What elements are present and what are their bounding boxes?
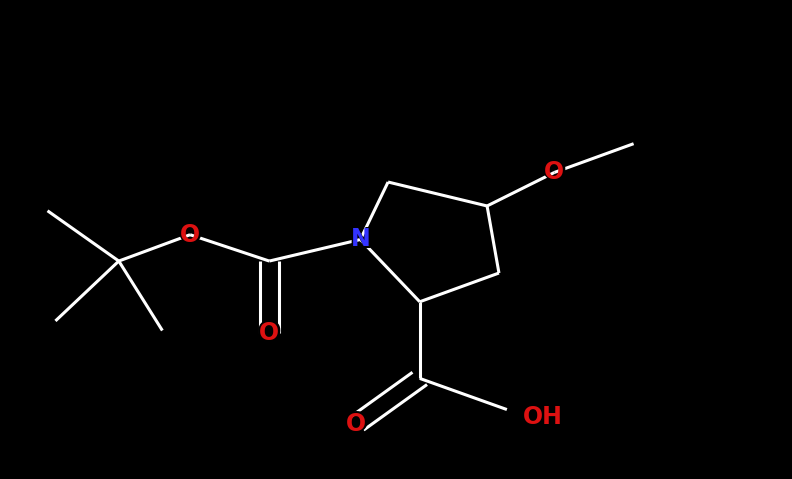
Text: N: N xyxy=(348,226,372,253)
Text: OH: OH xyxy=(523,405,562,429)
Text: O: O xyxy=(344,410,369,438)
Text: O: O xyxy=(346,412,367,436)
Text: O: O xyxy=(180,223,200,247)
Text: OH: OH xyxy=(523,403,572,431)
Text: O: O xyxy=(544,160,565,184)
Text: N: N xyxy=(351,228,370,251)
Text: O: O xyxy=(542,159,567,186)
Text: O: O xyxy=(177,221,203,249)
Text: O: O xyxy=(259,321,280,345)
Text: O: O xyxy=(257,319,282,347)
